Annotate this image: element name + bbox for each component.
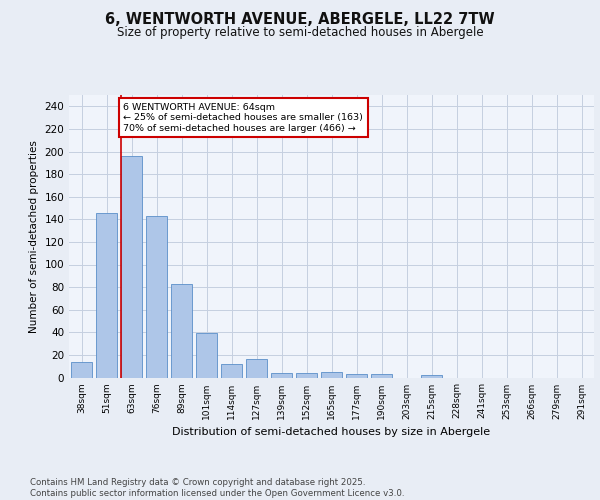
Text: Size of property relative to semi-detached houses in Abergele: Size of property relative to semi-detach…: [116, 26, 484, 39]
Bar: [296, 373, 317, 378]
Bar: [271, 373, 292, 378]
Bar: [346, 374, 367, 378]
Bar: [171, 284, 192, 378]
Bar: [246, 360, 267, 378]
Bar: [421, 375, 442, 378]
Bar: [121, 156, 142, 378]
Text: Contains HM Land Registry data © Crown copyright and database right 2025.
Contai: Contains HM Land Registry data © Crown c…: [30, 478, 404, 498]
X-axis label: Distribution of semi-detached houses by size in Abergele: Distribution of semi-detached houses by …: [172, 427, 491, 437]
Bar: [71, 362, 92, 378]
Bar: [146, 216, 167, 378]
Text: 6 WENTWORTH AVENUE: 64sqm
← 25% of semi-detached houses are smaller (163)
70% of: 6 WENTWORTH AVENUE: 64sqm ← 25% of semi-…: [124, 103, 363, 132]
Bar: [221, 364, 242, 378]
Bar: [196, 334, 217, 378]
Bar: [96, 212, 117, 378]
Bar: [321, 372, 342, 378]
Bar: [371, 374, 392, 378]
Text: 6, WENTWORTH AVENUE, ABERGELE, LL22 7TW: 6, WENTWORTH AVENUE, ABERGELE, LL22 7TW: [105, 12, 495, 28]
Y-axis label: Number of semi-detached properties: Number of semi-detached properties: [29, 140, 39, 332]
